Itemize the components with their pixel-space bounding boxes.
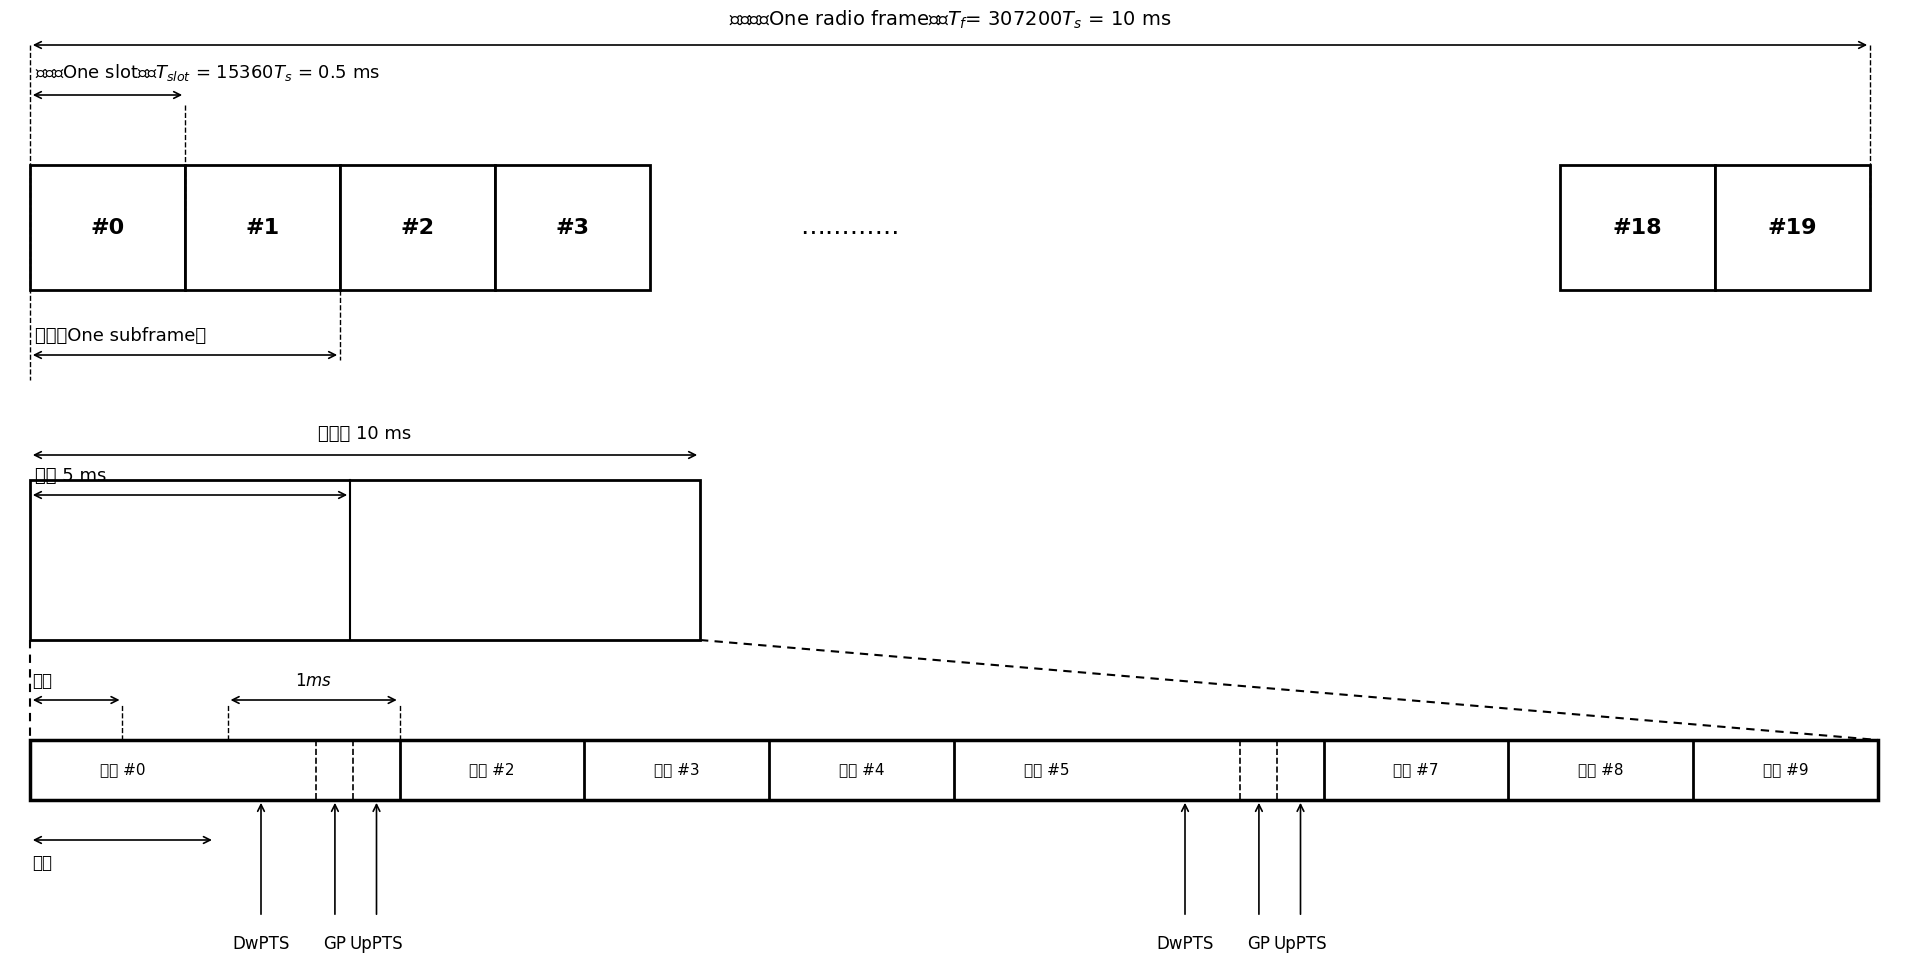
- Text: DwPTS: DwPTS: [1156, 935, 1213, 953]
- Bar: [31, 165, 185, 290]
- Text: 时隙（One slot），$T_{slot}$ = 15360$T_s$ = 0.5 ms: 时隙（One slot），$T_{slot}$ = 15360$T_s$ = 0…: [34, 62, 379, 83]
- Text: UpPTS: UpPTS: [349, 935, 402, 953]
- Text: 无线帧 10 ms: 无线帧 10 ms: [318, 425, 412, 443]
- Text: #19: #19: [1766, 217, 1815, 238]
- Text: 半帧 5 ms: 半帧 5 ms: [34, 467, 107, 485]
- Text: 子帧 #8: 子帧 #8: [1577, 762, 1623, 777]
- Text: #3: #3: [555, 217, 589, 238]
- Text: 子帧 #5: 子帧 #5: [1024, 762, 1068, 777]
- Text: 子帧（One subframe）: 子帧（One subframe）: [34, 327, 206, 345]
- Text: #0: #0: [90, 217, 124, 238]
- Bar: [31, 740, 1876, 800]
- Text: 时隙: 时隙: [32, 672, 51, 690]
- Bar: [1560, 165, 1714, 290]
- Bar: [339, 165, 494, 290]
- Text: 无线帧（One radio frame），$T_f$= 307200$T_s$ = 10 ms: 无线帧（One radio frame），$T_f$= 307200$T_s$ …: [728, 9, 1171, 31]
- Text: 子帧 #4: 子帧 #4: [839, 762, 883, 777]
- Text: #2: #2: [400, 217, 435, 238]
- Text: …………: …………: [799, 215, 900, 240]
- Text: 子帧 #0: 子帧 #0: [99, 762, 145, 777]
- Bar: [185, 165, 339, 290]
- Text: 子帧 #9: 子帧 #9: [1762, 762, 1808, 777]
- Text: $1ms$: $1ms$: [296, 672, 332, 690]
- Text: #1: #1: [246, 217, 280, 238]
- Text: GP: GP: [324, 935, 347, 953]
- Text: #18: #18: [1611, 217, 1661, 238]
- Text: UpPTS: UpPTS: [1274, 935, 1327, 953]
- Text: 子帧 #7: 子帧 #7: [1392, 762, 1438, 777]
- Text: 子帧 #3: 子帧 #3: [654, 762, 700, 777]
- Text: 子帧: 子帧: [32, 854, 51, 872]
- Bar: [1714, 165, 1869, 290]
- Bar: [31, 480, 700, 640]
- Text: DwPTS: DwPTS: [233, 935, 290, 953]
- Text: GP: GP: [1247, 935, 1270, 953]
- Bar: [494, 165, 650, 290]
- Text: 子帧 #2: 子帧 #2: [469, 762, 515, 777]
